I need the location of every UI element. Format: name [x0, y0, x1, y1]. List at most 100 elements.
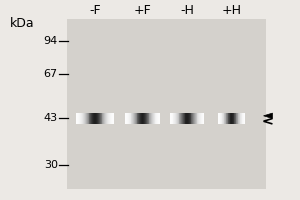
Text: -F: -F — [89, 4, 101, 17]
Bar — [136, 113, 137, 124]
Bar — [109, 113, 110, 124]
Bar — [90, 113, 91, 124]
Bar — [89, 113, 90, 124]
Bar — [240, 113, 241, 124]
Bar — [91, 113, 92, 124]
Bar — [98, 113, 99, 124]
Bar — [192, 113, 193, 124]
Bar — [173, 113, 174, 124]
Bar — [83, 113, 84, 124]
Bar — [79, 113, 80, 124]
Bar — [88, 113, 89, 124]
Bar — [202, 113, 203, 124]
Bar — [106, 113, 107, 124]
Bar — [107, 113, 108, 124]
Bar — [127, 113, 128, 124]
Bar — [132, 113, 133, 124]
Bar — [226, 113, 227, 124]
Bar — [224, 113, 225, 124]
Bar — [102, 113, 104, 124]
Bar — [228, 113, 229, 124]
Bar — [100, 113, 101, 124]
Bar — [201, 113, 202, 124]
Text: +H: +H — [222, 4, 242, 17]
Bar — [131, 113, 132, 124]
Bar — [197, 113, 198, 124]
Bar — [141, 113, 142, 124]
Bar — [231, 113, 232, 124]
Bar — [229, 113, 230, 124]
Bar — [244, 113, 245, 124]
Bar — [80, 113, 81, 124]
Bar — [188, 113, 189, 124]
Bar — [143, 113, 144, 124]
Bar — [241, 113, 242, 124]
Bar — [232, 113, 233, 124]
Bar — [104, 113, 105, 124]
Bar — [170, 113, 171, 124]
Bar — [195, 113, 196, 124]
Bar — [84, 113, 85, 124]
Text: 43: 43 — [44, 113, 58, 123]
Bar — [112, 113, 113, 124]
Bar — [237, 113, 238, 124]
Bar — [99, 113, 100, 124]
Text: 30: 30 — [44, 160, 58, 170]
Bar — [92, 113, 93, 124]
Text: -H: -H — [180, 4, 194, 17]
Bar — [147, 113, 148, 124]
Bar — [110, 113, 111, 124]
Bar — [93, 113, 94, 124]
Bar — [238, 113, 239, 124]
Bar — [76, 113, 77, 124]
Bar — [81, 113, 82, 124]
Bar — [198, 113, 199, 124]
Bar — [130, 113, 131, 124]
Bar — [134, 113, 135, 124]
Bar — [159, 113, 160, 124]
Bar — [174, 113, 175, 124]
Bar — [219, 113, 220, 124]
Bar — [78, 113, 79, 124]
Bar — [227, 113, 228, 124]
Bar — [86, 113, 87, 124]
Bar — [146, 113, 147, 124]
Bar — [95, 113, 96, 124]
Bar — [151, 113, 152, 124]
Bar — [187, 113, 188, 124]
Bar — [156, 113, 157, 124]
Bar — [148, 113, 149, 124]
Bar — [133, 113, 134, 124]
Text: 67: 67 — [44, 69, 58, 79]
Bar — [190, 113, 191, 124]
Bar — [171, 113, 172, 124]
Bar — [113, 113, 114, 124]
Bar — [193, 113, 194, 124]
Bar — [128, 113, 129, 124]
Bar — [149, 113, 150, 124]
Text: +F: +F — [134, 4, 152, 17]
Bar — [157, 113, 158, 124]
Bar — [184, 113, 185, 124]
Bar — [203, 113, 204, 124]
Bar — [87, 113, 88, 124]
Text: 94: 94 — [44, 36, 58, 46]
Bar — [186, 113, 187, 124]
Bar — [125, 113, 126, 124]
Bar — [150, 113, 151, 124]
Bar — [135, 113, 136, 124]
Bar — [152, 113, 153, 124]
Bar — [175, 113, 176, 124]
Bar — [154, 113, 155, 124]
Bar — [236, 113, 237, 124]
Bar — [202, 113, 203, 124]
Bar — [97, 113, 98, 124]
Bar — [153, 113, 154, 124]
Bar — [129, 113, 130, 124]
Bar — [105, 113, 106, 124]
Bar — [142, 113, 143, 124]
Bar — [138, 113, 139, 124]
Bar — [183, 113, 184, 124]
Bar — [77, 113, 78, 124]
Bar — [111, 113, 112, 124]
